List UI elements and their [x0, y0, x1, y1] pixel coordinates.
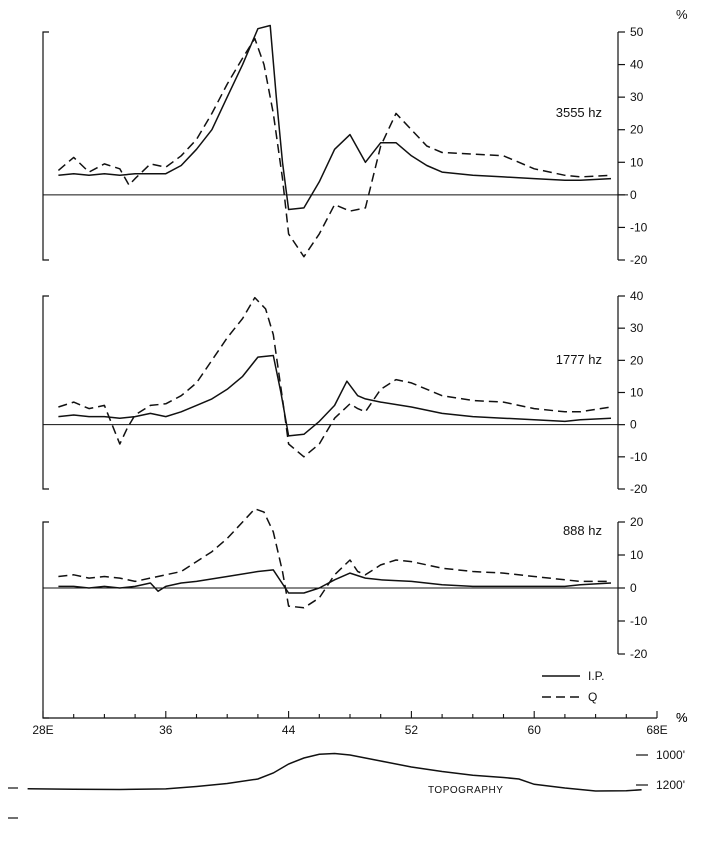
unit-label: %: [676, 7, 688, 22]
right-tick-label: 0: [630, 418, 637, 432]
x-tick-label: 28E: [32, 723, 53, 737]
topography-profile: 1200' 1000' TOPOGRAPHY: [8, 748, 685, 819]
left-axis-bracket: [42, 31, 49, 261]
right-tick-label: 40: [630, 289, 644, 303]
topo-elevation-label: 1200': [656, 778, 685, 792]
right-tick-label: 20: [630, 515, 644, 529]
right-tick-label: 10: [630, 155, 644, 169]
panel-3555-hz: 50 40 30 20 10 0 -10 -20 3555 hz%: [42, 7, 688, 267]
right-tick-label: 0: [630, 188, 637, 202]
x-tick-label: 52: [405, 723, 419, 737]
x-tick-label: 36: [159, 723, 173, 737]
right-tick-label: 30: [630, 321, 644, 335]
legend: I.P. Q: [542, 669, 604, 704]
series-line-q: [57, 37, 612, 258]
topography-label: TOPOGRAPHY: [428, 785, 503, 796]
right-tick-label: 20: [630, 353, 644, 367]
x-axis: 28E 36 44 52 60 68E: [32, 711, 668, 737]
frequency-label: 888 hz: [563, 523, 602, 538]
x-tick-label: 60: [528, 723, 542, 737]
legend-label: I.P.: [588, 669, 604, 683]
right-tick-label: -10: [630, 450, 648, 464]
frequency-label: 1777 hz: [556, 352, 602, 367]
panel-1777-hz: 40 30 20 10 0 -10 -20 1777 hz: [42, 289, 648, 496]
series-line-q: [58, 296, 612, 458]
right-tick-label: 0: [630, 581, 637, 595]
left-axis-bracket: [42, 295, 49, 490]
right-tick-label: -20: [630, 482, 648, 496]
panel-888-hz: 20 10 0 -10 -20 888 hz%: [42, 508, 688, 725]
topography-line: [27, 752, 642, 792]
frequency-label: 3555 hz: [556, 105, 602, 120]
series-line-ip: [58, 569, 612, 594]
right-tick-label: -20: [630, 253, 648, 267]
series-line-ip: [58, 24, 612, 211]
x-tick-label: 68E: [646, 723, 667, 737]
right-tick-label: 40: [630, 58, 644, 72]
left-axis-bracket: [42, 521, 49, 719]
legend-label: Q: [588, 690, 597, 704]
bottom-unit-label: %: [676, 710, 688, 725]
unit-label: %: [676, 710, 688, 725]
right-tick-label: 10: [630, 386, 644, 400]
right-tick-label: -10: [630, 614, 648, 628]
right-tick-label: -20: [630, 647, 648, 661]
panels-layer: 50 40 30 20 10 0 -10 -20 3555 hz% 40 30 20 10 0 -10 -20…: [42, 7, 688, 725]
right-tick-label: 10: [630, 548, 644, 562]
right-tick-label: -10: [630, 220, 648, 234]
x-tick-label: 44: [282, 723, 296, 737]
right-tick-label: 20: [630, 123, 644, 137]
right-tick-label: 30: [630, 90, 644, 104]
right-tick-label: 50: [630, 25, 644, 39]
topo-elevation-label: 1000': [656, 748, 685, 762]
series-line-ip: [58, 354, 612, 437]
series-line-q: [58, 508, 611, 609]
